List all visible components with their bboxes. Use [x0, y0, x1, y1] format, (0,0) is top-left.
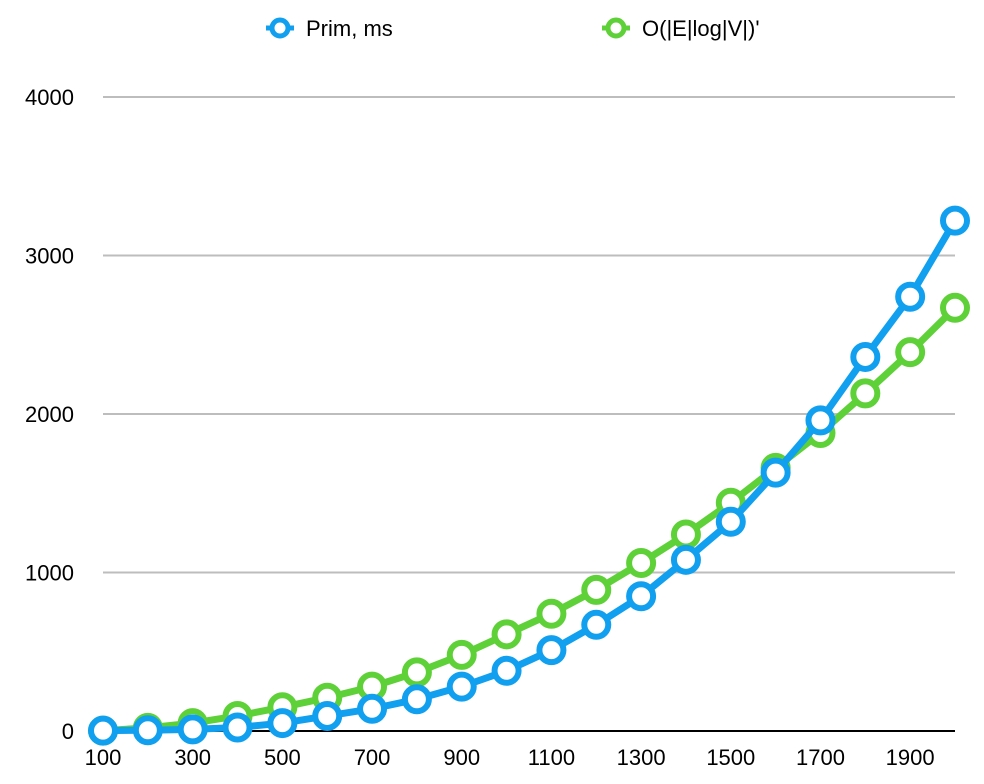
- x-tick-label: 300: [174, 745, 211, 770]
- data-point: [670, 519, 701, 550]
- data-point: [401, 657, 432, 688]
- data-point: [536, 635, 567, 666]
- data-point: [446, 639, 477, 670]
- data-point: [895, 337, 926, 368]
- x-tick-label: 1500: [706, 745, 755, 770]
- data-point: [850, 341, 881, 372]
- data-point: [177, 714, 208, 745]
- legend-item: Prim, ms: [266, 16, 393, 41]
- series-1: [88, 205, 970, 746]
- data-point: [536, 598, 567, 629]
- data-point: [715, 506, 746, 537]
- y-tick-label: 4000: [25, 85, 74, 110]
- x-tick-label: 1700: [796, 745, 845, 770]
- y-tick-label: 1000: [25, 561, 74, 586]
- y-axis: 0 1000 2000 3000 4000: [25, 85, 74, 744]
- legend: Prim, ms O(|E|log|V|)': [266, 16, 760, 41]
- x-axis: 100 300 500 700 900 1100 1300 1500 1700 1900: [85, 745, 935, 770]
- data-point: [626, 547, 657, 578]
- x-tick-label: 1900: [886, 745, 935, 770]
- data-point: [581, 609, 612, 640]
- y-tick-label: 3000: [25, 244, 74, 269]
- y-tick-label: 2000: [25, 402, 74, 427]
- x-tick-label: 500: [264, 745, 301, 770]
- data-point: [132, 715, 163, 746]
- y-tick-label: 0: [62, 719, 74, 744]
- series-2: [88, 292, 970, 746]
- legend-label: O(|E|log|V|)': [642, 16, 760, 41]
- data-point: [312, 700, 343, 731]
- data-point: [895, 281, 926, 312]
- data-point: [401, 684, 432, 715]
- x-tick-label: 1100: [528, 745, 575, 770]
- data-point: [760, 457, 791, 488]
- series-line: [99, 304, 959, 735]
- legend-circle-marker: [605, 17, 627, 39]
- data-point: [88, 715, 118, 746]
- data-point: [222, 712, 253, 743]
- data-point: [357, 693, 388, 724]
- legend-circle-marker: [269, 17, 291, 39]
- series-line: [99, 217, 959, 735]
- data-point: [626, 581, 657, 612]
- data-point: [670, 544, 701, 575]
- data-point: [491, 619, 522, 650]
- legend-label: Prim, ms: [306, 16, 393, 41]
- data-point: [446, 671, 477, 702]
- data-point: [805, 405, 836, 436]
- x-tick-label: 100: [85, 745, 122, 770]
- x-tick-label: 900: [443, 745, 480, 770]
- data-point: [267, 708, 298, 739]
- x-tick-label: 700: [354, 745, 391, 770]
- data-point: [850, 378, 881, 409]
- data-point: [940, 205, 970, 236]
- legend-item: O(|E|log|V|)': [602, 16, 760, 41]
- data-point: [581, 574, 612, 605]
- series-layer: [88, 205, 970, 746]
- x-tick-label: 1300: [617, 745, 666, 770]
- data-point: [940, 292, 970, 323]
- data-point: [491, 655, 522, 686]
